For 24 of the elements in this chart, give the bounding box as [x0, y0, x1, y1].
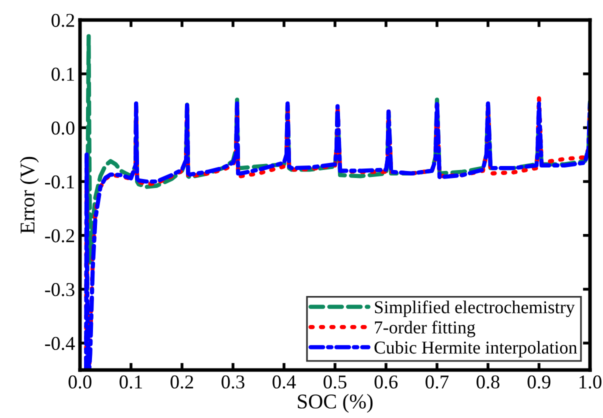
x-tick-label: 0.0 — [68, 375, 92, 389]
x-tick-label: 1.0 — [580, 375, 602, 389]
y-tick-label: -0.4 — [45, 336, 75, 350]
x-axis-title: SOC (%) — [298, 394, 373, 413]
y-tick-label: 0.0 — [52, 122, 74, 135]
x-tick-label: 0.1 — [120, 375, 142, 389]
y-tick-label: -0.3 — [45, 283, 74, 296]
x-tick-label: 0.2 — [170, 375, 194, 389]
x-tick-label: 0.7 — [426, 375, 449, 389]
x-tick-label: 0.4 — [272, 375, 296, 389]
y-tick-label: 0.2 — [52, 14, 74, 28]
y-axis-title: Error (V) — [20, 156, 39, 234]
y-tick-label: -0.2 — [45, 229, 74, 242]
legend-label: 7-order fitting — [374, 320, 476, 338]
x-tick-label: 0.5 — [324, 375, 346, 389]
legend-label: Cubic Hermite interpolation — [374, 340, 578, 358]
y-tick-label: -0.1 — [45, 175, 74, 189]
x-tick-label: 0.3 — [222, 375, 244, 389]
y-tick-label: 0.1 — [52, 68, 74, 81]
x-tick-label: 0.8 — [476, 375, 500, 389]
legend-label: Simplified electrochemistry — [374, 300, 575, 318]
x-tick-label: 0.9 — [528, 375, 550, 389]
line-series — [85, 34, 590, 292]
x-tick-label: 0.6 — [374, 375, 398, 389]
